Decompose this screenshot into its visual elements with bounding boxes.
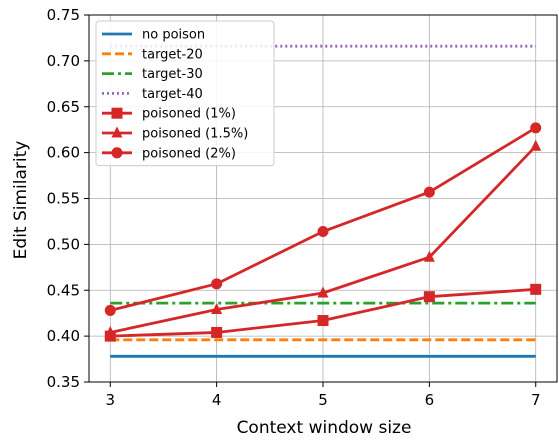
data-point xyxy=(317,286,329,298)
data-point xyxy=(211,278,223,290)
y-tick-label: 0.50 xyxy=(47,235,80,253)
x-axis-label: Context window size xyxy=(237,418,412,438)
y-tick-label: 0.35 xyxy=(47,373,80,391)
x-tick-label: 6 xyxy=(425,391,435,409)
data-point xyxy=(317,226,329,238)
series-layer xyxy=(104,44,542,358)
legend-item-poisoned-1: poisoned (1%) xyxy=(102,107,236,122)
legend-label: poisoned (1.5%) xyxy=(142,127,248,142)
y-tick-label: 0.60 xyxy=(47,144,80,162)
x-axis-ticks: 3 4 5 6 7 xyxy=(105,382,541,409)
data-point xyxy=(423,186,435,198)
x-tick-label: 4 xyxy=(212,391,222,409)
legend: no poison target-20 target-30 target-40 pois… xyxy=(95,20,275,167)
data-point xyxy=(104,325,116,337)
legend-label: target-40 xyxy=(142,87,203,102)
legend-box xyxy=(95,20,275,167)
series-poisoned-1-5 xyxy=(104,139,542,337)
legend-marker xyxy=(111,107,123,119)
data-point xyxy=(530,122,542,134)
data-point xyxy=(211,303,223,315)
legend-item-poisoned-2: poisoned (2%) xyxy=(102,146,236,161)
y-axis-label: Edit Similarity xyxy=(11,141,31,260)
y-tick-label: 0.75 xyxy=(47,6,80,24)
data-point xyxy=(211,326,223,338)
legend-label: target-30 xyxy=(142,67,203,82)
data-point xyxy=(530,139,542,151)
legend-item-poisoned-1-5: poisoned (1.5%) xyxy=(102,126,248,142)
legend-marker xyxy=(111,147,123,159)
legend-label: no poison xyxy=(142,28,205,43)
y-tick-label: 0.40 xyxy=(47,327,80,345)
x-tick-label: 5 xyxy=(318,391,328,409)
y-axis-ticks: 0.35 0.40 0.45 0.50 0.55 0.60 0.65 0.70 0.75 xyxy=(47,6,89,391)
legend-item-no-poison: no poison xyxy=(102,28,205,43)
data-point xyxy=(317,315,329,327)
legend-label: poisoned (1%) xyxy=(142,107,236,122)
data-point xyxy=(104,304,116,316)
legend-item-target-20: target-20 xyxy=(102,47,203,62)
legend-label: target-20 xyxy=(142,47,203,62)
legend-item-target-40: target-40 xyxy=(102,87,203,102)
y-tick-label: 0.70 xyxy=(47,52,80,70)
y-tick-label: 0.55 xyxy=(47,190,80,208)
legend-marker xyxy=(111,126,123,138)
series-poisoned-2 xyxy=(104,122,542,316)
y-tick-label: 0.65 xyxy=(47,98,80,116)
x-tick-label: 7 xyxy=(531,391,541,409)
x-tick-label: 3 xyxy=(105,391,115,409)
data-point xyxy=(423,291,435,303)
legend-item-target-30: target-30 xyxy=(102,67,203,82)
data-point xyxy=(530,283,542,295)
data-point xyxy=(423,250,435,262)
legend-label: poisoned (2%) xyxy=(142,146,236,161)
y-tick-label: 0.45 xyxy=(47,281,80,299)
